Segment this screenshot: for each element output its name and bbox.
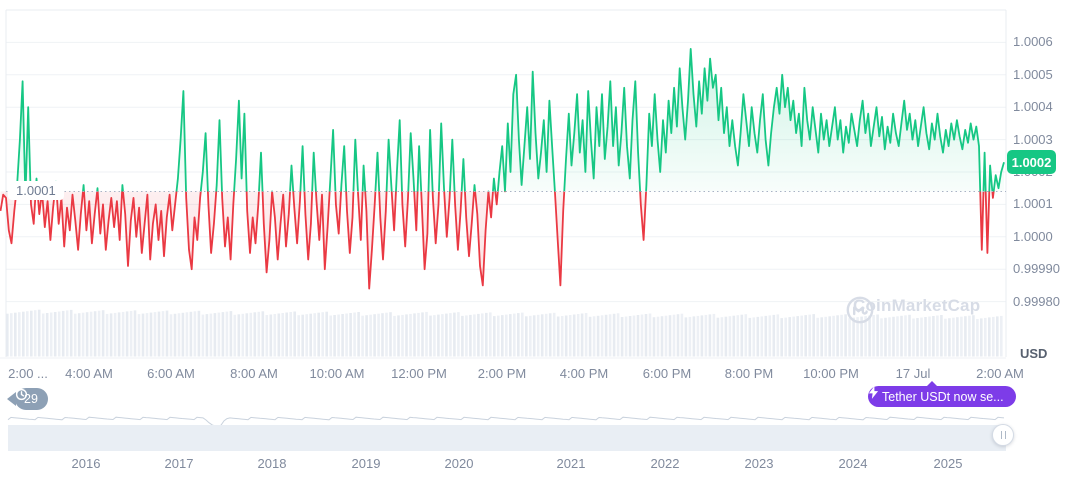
year-axis-label: 2022 xyxy=(650,456,680,471)
year-axis-label: 2017 xyxy=(164,456,194,471)
price-axis-label: 1.0001 xyxy=(1013,196,1053,212)
watermark: CoinMarketCap xyxy=(846,296,981,324)
time-axis-label: 2:00 AM xyxy=(976,366,1024,381)
time-axis-label: 10:00 PM xyxy=(803,366,859,381)
current-price-badge: 1.0002 xyxy=(1007,150,1056,174)
time-axis-label: 4:00 AM xyxy=(65,366,113,381)
time-axis-label: 10:00 AM xyxy=(309,366,365,381)
price-axis-label: 1.0004 xyxy=(1013,99,1053,115)
year-axis-label: 2016 xyxy=(71,456,101,471)
navigator-sparkline xyxy=(7,416,1005,427)
volume-bars xyxy=(6,309,1003,357)
history-count-value: 29 xyxy=(24,392,38,406)
time-axis-label: 6:00 AM xyxy=(147,366,195,381)
time-axis-label: 6:00 PM xyxy=(642,366,692,381)
watermark-text: CoinMarketCap xyxy=(853,296,981,315)
time-axis-label: 8:00 PM xyxy=(724,366,774,381)
year-axis-label: 2019 xyxy=(351,456,381,471)
announcement-text: Tether USDt now se... xyxy=(882,389,1004,404)
price-axis-label: 1.0006 xyxy=(1013,34,1053,50)
currency-unit-label: USD xyxy=(1020,346,1048,361)
time-axis-label: 4:00 PM xyxy=(559,366,609,381)
time-axis-label: 8:00 AM xyxy=(230,366,278,381)
year-axis-label: 2020 xyxy=(444,456,474,471)
time-axis-label: 2:00 PM xyxy=(477,366,527,381)
baseline-price-label: 1.0001 xyxy=(8,181,64,200)
price-line-up xyxy=(15,48,1005,192)
time-axis-label: 17 Jul xyxy=(895,366,931,381)
time-axis-label: 12:00 PM xyxy=(391,366,447,381)
price-axis-label: 1.0003 xyxy=(1013,131,1053,147)
year-axis-label: 2018 xyxy=(257,456,287,471)
price-axis-label: 1.0000 xyxy=(1013,228,1053,244)
navigator-handle[interactable] xyxy=(992,424,1014,446)
price-axis-label: 0.99990 xyxy=(1013,261,1060,277)
year-axis-label: 2024 xyxy=(838,456,868,471)
announcement-pill[interactable]: Tether USDt now se... xyxy=(868,381,1016,407)
history-count-badge[interactable]: 29 xyxy=(7,388,48,410)
price-line-down xyxy=(0,191,995,290)
year-axis-label: 2021 xyxy=(556,456,586,471)
price-axis-label: 1.0005 xyxy=(1013,66,1053,82)
time-axis-label: 2:00 ... xyxy=(8,366,48,381)
year-axis-label: 2025 xyxy=(933,456,963,471)
year-axis-label: 2023 xyxy=(744,456,774,471)
price-axis-label: 0.99980 xyxy=(1013,293,1060,309)
navigator-selected-range[interactable] xyxy=(8,425,1006,451)
